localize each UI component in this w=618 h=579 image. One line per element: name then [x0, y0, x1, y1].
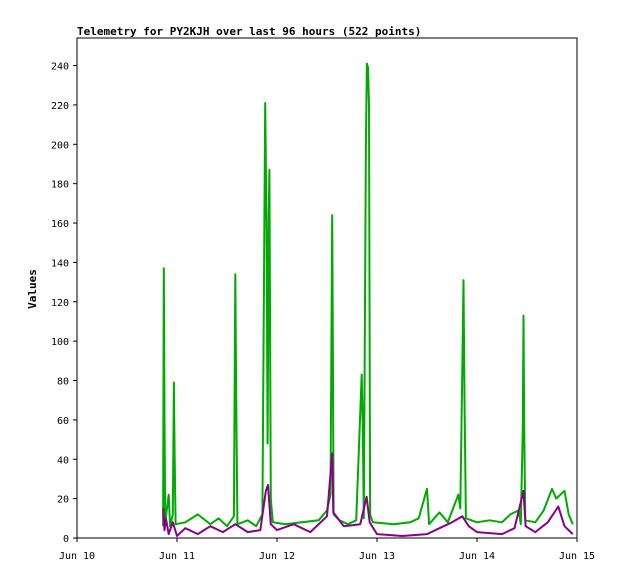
y-tick-label: 120: [51, 298, 69, 309]
chart-title: Telemetry for PY2KJH over last 96 hours …: [77, 25, 421, 38]
y-axis-label: Values: [26, 269, 39, 309]
series-line-1: [162, 62, 574, 528]
x-axis: Jun 10 Jun 11 Jun 12 Jun 13 Jun 14 Jun 15: [59, 538, 595, 562]
x-tick-label: Jun 14: [459, 551, 495, 562]
y-tick-label: 20: [57, 495, 69, 506]
y-tick-label: 0: [63, 534, 69, 545]
y-tick-label: 80: [57, 377, 69, 388]
y-tick-label: 140: [51, 258, 69, 269]
series-line-2: [162, 452, 574, 537]
series-layer: [162, 62, 574, 537]
y-tick-label: 200: [51, 140, 69, 151]
y-tick-label: 40: [57, 455, 69, 466]
y-tick-label: 160: [51, 219, 69, 230]
y-tick-label: 100: [51, 337, 69, 348]
x-tick-label: Jun 12: [259, 551, 295, 562]
x-tick-label: Jun 15: [559, 551, 595, 562]
y-tick-label: 60: [57, 416, 69, 427]
y-axis: 0 20 40 60 80 100 120 140 160 180 200 220 240: [51, 62, 77, 545]
x-tick-label: Jun 10: [59, 551, 95, 562]
x-tick-label: Jun 11: [159, 551, 195, 562]
x-tick-label: Jun 13: [359, 551, 395, 562]
plot-frame: [76, 37, 578, 539]
y-tick-label: 220: [51, 101, 69, 112]
y-tick-label: 240: [51, 62, 69, 73]
y-tick-label: 180: [51, 180, 69, 191]
